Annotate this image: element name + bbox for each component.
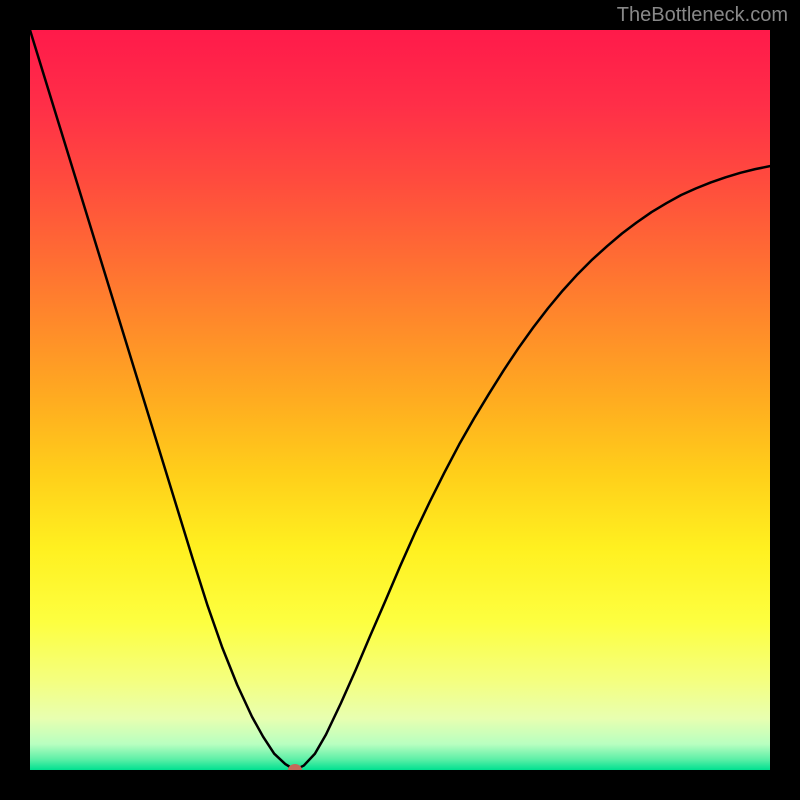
watermark-text: TheBottleneck.com [617, 4, 788, 27]
curve-layer [30, 30, 770, 770]
plot-area [30, 30, 770, 770]
chart-container: TheBottleneck.com [0, 0, 800, 800]
minimum-marker [288, 764, 302, 770]
bottleneck-curve [30, 30, 770, 770]
